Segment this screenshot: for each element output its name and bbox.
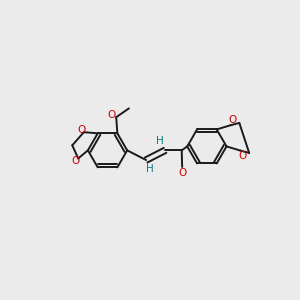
Text: O: O xyxy=(71,156,80,166)
Text: O: O xyxy=(228,115,236,125)
Text: O: O xyxy=(178,168,186,178)
Text: O: O xyxy=(238,151,246,161)
Text: H: H xyxy=(146,164,154,174)
Text: H: H xyxy=(156,136,164,146)
Text: O: O xyxy=(107,110,115,120)
Text: O: O xyxy=(77,125,85,135)
